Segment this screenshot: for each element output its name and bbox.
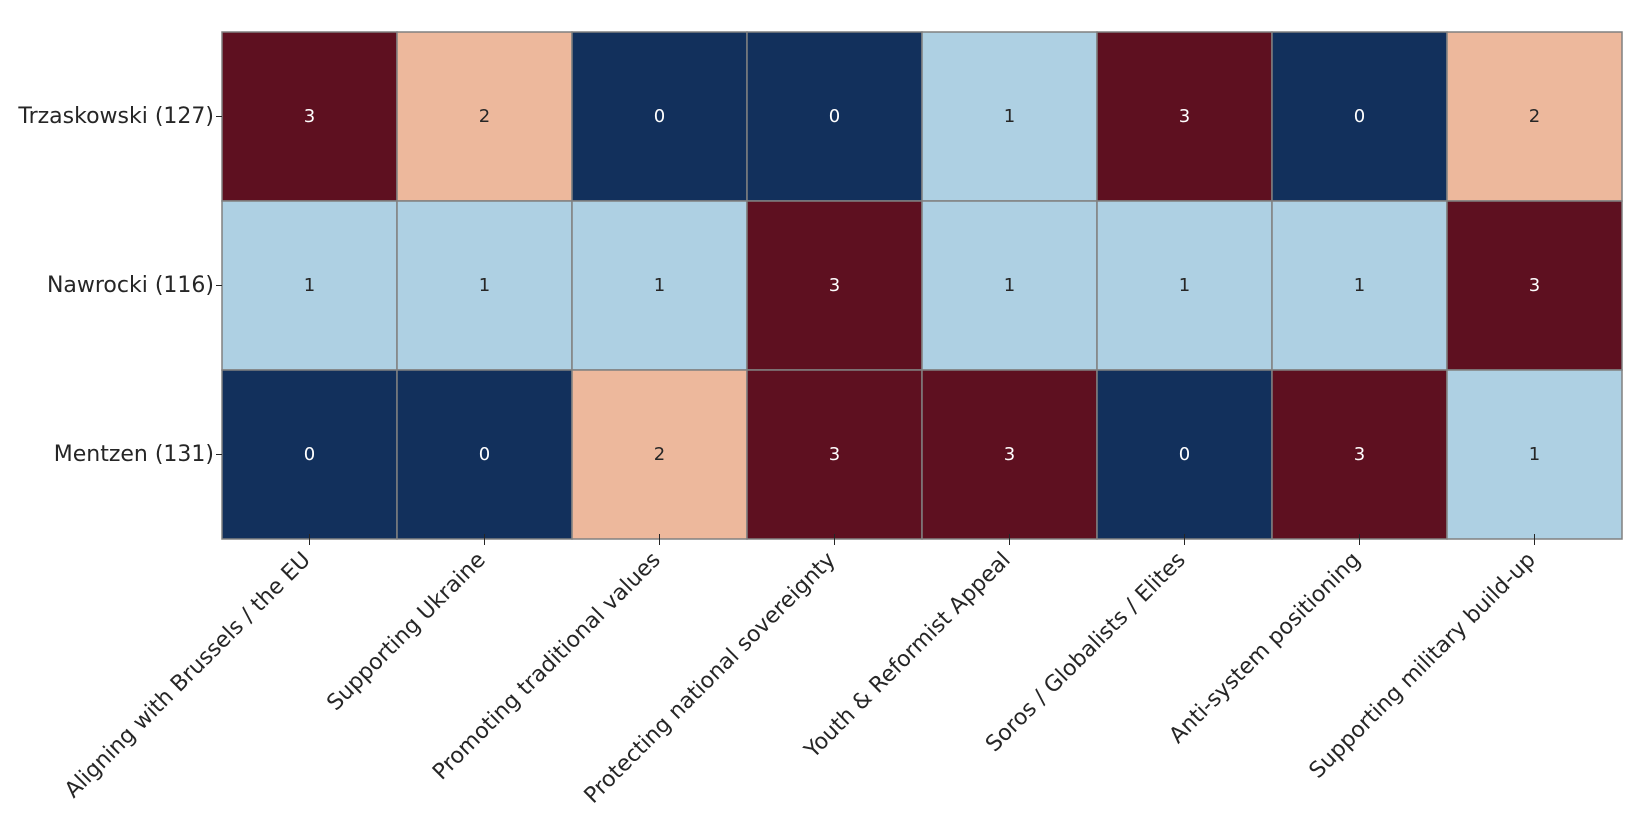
cell-value-label: 0 (1179, 444, 1190, 465)
cell-value-label: 1 (1004, 275, 1015, 296)
heatmap-cell (921, 31, 1098, 202)
heatmap-cell (1446, 369, 1623, 540)
x-tick-label: Youth & Reformist Appeal (799, 548, 1015, 764)
y-tick-label: Mentzen (131) (54, 442, 214, 467)
cell-value-label: 3 (1354, 444, 1365, 465)
heatmap-cell (1446, 200, 1623, 371)
cell-value-label: 0 (479, 444, 490, 465)
heatmap-cell (571, 369, 748, 540)
heatmap-cell (1271, 369, 1448, 540)
x-tick-label: Anti-system positioning (1165, 548, 1366, 749)
x-tick-label: Supporting Ukraine (322, 548, 490, 716)
cell-value-label: 3 (829, 275, 840, 296)
heatmap-cell (921, 369, 1098, 540)
heatmap-cell (1096, 369, 1273, 540)
heatmap-cell (746, 200, 923, 371)
cell-value-label: 3 (1179, 106, 1190, 127)
cell-value-label: 0 (829, 106, 840, 127)
cell-value-label: 0 (304, 444, 315, 465)
cell-value-label: 1 (479, 275, 490, 296)
heatmap-cell (221, 369, 398, 540)
y-axis-ticks: Trzaskowski (127) Nawrocki (116) Mentzen (… (17, 104, 222, 467)
heatmap-cell (1096, 31, 1273, 202)
x-tick-label: Soros / Globalists / Elites (981, 548, 1191, 758)
cell-value-label: 1 (654, 275, 665, 296)
cell-value-label: 3 (1529, 275, 1540, 296)
cell-value-label: 1 (1179, 275, 1190, 296)
heatmap-cell (921, 200, 1098, 371)
cell-value-label: 3 (829, 444, 840, 465)
heatmap-cell (396, 369, 573, 540)
heatmap-cell (1446, 31, 1623, 202)
heatmap-cell (396, 31, 573, 202)
heatmap-cell (1096, 200, 1273, 371)
cell-value-label: 3 (304, 106, 315, 127)
cell-value-label: 1 (1529, 444, 1540, 465)
heatmap-cell (1271, 200, 1448, 371)
y-tick-label: Trzaskowski (127) (17, 104, 214, 129)
x-axis-ticks: Aligning with Brussels / the EU Supportin… (60, 534, 1541, 809)
cell-value-label: 0 (654, 106, 665, 127)
cell-value-label: 1 (1004, 106, 1015, 127)
heatmap-cell (571, 31, 748, 202)
heatmap-cells: 3 2 0 0 1 3 0 2 1 1 1 3 1 1 1 3 0 0 2 3 3 0 3 1 (221, 31, 1623, 540)
heatmap-cell (746, 369, 923, 540)
cell-value-label: 2 (654, 444, 665, 465)
x-tick-label: Aligning with Brussels / the EU (60, 548, 316, 804)
heatmap-cell (221, 31, 398, 202)
cell-value-label: 1 (304, 275, 315, 296)
heatmap-cell (746, 31, 923, 202)
cell-value-label: 3 (1004, 444, 1015, 465)
cell-value-label: 1 (1354, 275, 1365, 296)
cell-value-label: 2 (1529, 106, 1540, 127)
cell-value-label: 0 (1354, 106, 1365, 127)
cell-value-label: 2 (479, 106, 490, 127)
y-tick-label: Nawrocki (116) (47, 273, 214, 298)
heatmap-cell (396, 200, 573, 371)
